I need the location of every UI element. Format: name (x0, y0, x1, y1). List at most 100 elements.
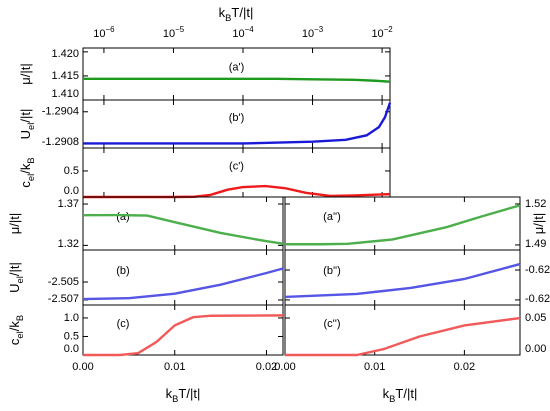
panel-frame (284, 304, 521, 356)
y-axis-label: μ/|t| (531, 213, 546, 234)
x-tick-label: 10−6 (93, 25, 115, 40)
data-line (83, 314, 284, 357)
x-tick-label-part: −5 (175, 25, 185, 34)
y-axis-label-part: /k (7, 321, 22, 332)
y-tick-label: 1.37 (58, 198, 79, 210)
x-axis-label-part: T/|t| (231, 5, 253, 20)
x-tick-label-part: −2 (384, 25, 393, 34)
y-axis-label-part: B (15, 315, 25, 321)
y-axis-label: cel/kB (7, 315, 25, 345)
data-line (285, 316, 521, 357)
x-axis-label-part: k (219, 5, 226, 20)
y-axis-label-part: el (26, 174, 36, 181)
data-line (83, 77, 391, 83)
y-tick-label: -2.507 (48, 293, 79, 305)
y-tick-label: -1.2904 (42, 106, 79, 118)
y-tick-label: 0.5 (64, 165, 79, 177)
panel-frame (284, 196, 521, 251)
panel-label: (c) (117, 318, 130, 330)
x-tick-label: 0.00 (72, 361, 93, 373)
y-tick-label: 1.420 (51, 48, 79, 60)
y-axis-label-part: c (18, 181, 33, 188)
y-axis-label: Uel/|t| (7, 262, 25, 293)
x-tick-label: 0.01 (364, 361, 385, 373)
y-tick-label: -0.623 (525, 293, 550, 305)
x-tick-label-part: −3 (314, 25, 324, 34)
panel-frame (82, 304, 284, 356)
y-tick-label: 0.5 (64, 330, 79, 342)
x-tick-label-part: −6 (106, 25, 116, 34)
y-axis-label-part: /|t| (18, 109, 33, 123)
data-line (82, 213, 284, 245)
x-tick-label: 0.00 (274, 361, 295, 373)
panel-label: (b) (116, 265, 129, 277)
y-axis-label-part: el (15, 276, 25, 283)
panel-label: (a') (229, 62, 245, 74)
x-tick-label: 0.01 (164, 361, 185, 373)
y-tick-label: 0.0 (64, 343, 79, 355)
y-tick-label: 0.0 (64, 185, 79, 197)
panel-label: (a) (116, 211, 129, 223)
panel-label: (c'') (323, 318, 340, 330)
y-tick-label: 1.415 (51, 70, 79, 82)
y-axis-label-part: μ/|t| (7, 213, 22, 234)
x-axis-label-part: k (383, 386, 390, 401)
panel-label: (a'') (323, 211, 341, 223)
y-tick-label: 0.05 (525, 312, 546, 324)
x-tick-label: 0.02 (454, 361, 475, 373)
y-axis-label: μ/|t| (18, 63, 33, 84)
data-line (82, 267, 284, 301)
y-tick-label: 1.52 (525, 198, 546, 210)
x-tick-label: 10−3 (302, 25, 324, 40)
x-tick-label-part: 10 (93, 28, 105, 40)
x-axis-label: kBT/|t| (383, 386, 418, 404)
y-axis-label-part: U (7, 283, 22, 292)
x-axis-label-part: B (389, 394, 395, 404)
y-axis-label: Uel/|t| (18, 109, 36, 140)
y-axis-label-part: U (18, 130, 33, 139)
y-tick-label: 1.410 (51, 88, 79, 100)
panel-frame (82, 47, 391, 101)
x-axis-label-part: T/|t| (178, 386, 200, 401)
y-axis-label: μ/|t| (7, 213, 22, 234)
x-tick-label-part: 10 (232, 28, 244, 40)
y-tick-label: -1.2908 (42, 136, 79, 148)
x-tick-label: 10−2 (371, 25, 392, 40)
y-tick-label: -2.505 (48, 276, 79, 288)
x-axis-label-part: B (172, 394, 178, 404)
y-axis-label-part: el (26, 123, 36, 130)
x-tick-label-part: 10 (302, 28, 314, 40)
data-line (285, 204, 521, 246)
x-axis-label: kBT/|t| (219, 5, 254, 23)
y-axis-label-part: μ/|t| (531, 213, 546, 234)
x-axis-label-part: B (225, 13, 231, 23)
y-axis-label-part: μ/|t| (18, 63, 33, 84)
y-axis-label-part: /|t| (7, 262, 22, 276)
x-axis-label: kBT/|t| (166, 386, 201, 404)
y-axis-label: cel/kB (18, 157, 36, 187)
panel-label: (b'') (323, 265, 341, 277)
y-tick-label: 1.49 (525, 238, 546, 250)
y-tick-label: 1.0 (64, 312, 79, 324)
data-line (83, 184, 391, 199)
y-axis-label-part: B (26, 157, 36, 163)
data-line (284, 262, 521, 299)
y-axis-label-part: c (7, 338, 22, 345)
y-tick-label: -0.622 (525, 264, 550, 276)
x-tick-label: 10−5 (163, 25, 185, 40)
y-axis-label-part: el (15, 331, 25, 338)
y-tick-label: 0.00 (525, 343, 546, 355)
x-tick-label-part: 10 (371, 28, 383, 40)
x-tick-label: 0.02 (256, 361, 277, 373)
data-line (83, 102, 392, 145)
panel-label: (c') (229, 161, 244, 173)
y-tick-label: 1.32 (58, 238, 79, 250)
x-axis-label-part: k (166, 386, 173, 401)
x-tick-label: 10−4 (232, 25, 254, 40)
x-tick-label-part: 10 (163, 28, 175, 40)
x-axis-label-part: T/|t| (395, 386, 417, 401)
y-axis-label-part: /k (18, 163, 33, 174)
x-tick-label-part: −4 (245, 25, 255, 34)
panel-frame (284, 249, 521, 306)
